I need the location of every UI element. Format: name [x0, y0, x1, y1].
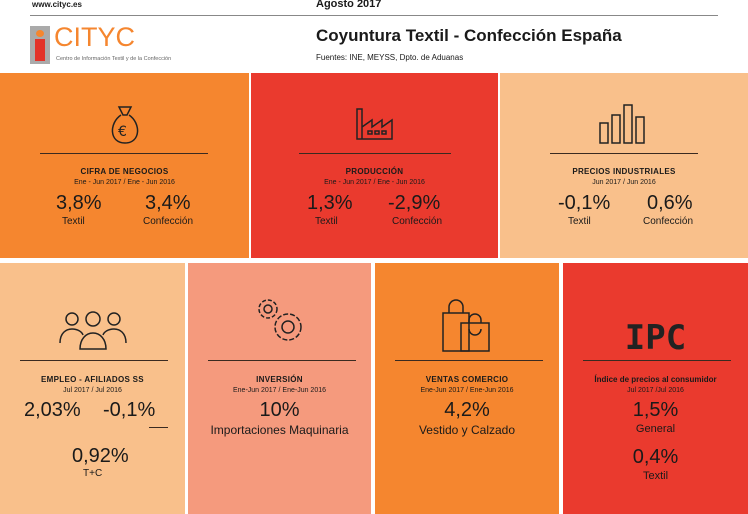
header-divider — [30, 15, 718, 16]
label-confeccion: Confección — [392, 216, 443, 227]
panel-period: Ene-Jun 2017 / Ene-Jun 2016 — [232, 387, 326, 394]
panel-period: Ene - Jun 2017 / Ene - Jun 2016 — [74, 179, 175, 186]
label-total: T+C — [83, 468, 103, 479]
value-importaciones: 10% — [259, 399, 300, 421]
value-confeccion: 3,4% — [145, 192, 191, 214]
panel-title: PRECIOS INDUSTRIALES — [572, 167, 676, 176]
website-url: www.cityc.es — [32, 0, 82, 9]
panel-title: EMPLEO - AFILIADOS SS — [41, 375, 144, 384]
value-general: 1,5% — [632, 399, 679, 421]
label-importaciones: Importaciones Maquinaria — [210, 423, 349, 437]
label-general: General — [635, 423, 676, 435]
value-textil: -0,1% — [558, 192, 611, 214]
logo-text: CITYC — [54, 22, 135, 52]
panel-period: Jul 2017 / Jul 2016 — [63, 387, 122, 394]
panel-period: Ene-Jun 2017 / Ene-Jun 2016 — [420, 387, 514, 394]
gears-icon — [258, 299, 302, 341]
value-textil: 3,8% — [56, 192, 102, 214]
value-textil: 2,03% — [24, 399, 81, 421]
value-textil: 1,3% — [307, 192, 353, 214]
shopping-bags-icon — [442, 299, 490, 352]
value-textil: 0,4% — [632, 446, 679, 468]
report-month: Agosto 2017 — [316, 0, 382, 10]
label-textil: Textil — [642, 470, 669, 482]
label-confeccion: Confección — [143, 216, 194, 227]
money-bag-icon: € — [111, 106, 139, 144]
value-total: 0,92% — [72, 445, 129, 467]
label-textil: Textil — [62, 216, 85, 227]
ipc-badge: IPC — [624, 318, 687, 358]
logo-subtitle: Centro de Información Textil y de la Con… — [56, 56, 172, 62]
factory-icon — [356, 108, 393, 140]
panel-title: CIFRA DE NEGOCIOS — [80, 167, 169, 176]
panel-precios-industriales: PRECIOS INDUSTRIALES Jun 2017 / Jun 2016… — [500, 73, 748, 258]
label-textil: Textil — [315, 216, 338, 227]
bar-chart-icon — [599, 104, 645, 144]
label-vestido: Vestido y Calzado — [418, 423, 516, 437]
label-confeccion: Confección — [643, 216, 694, 227]
panel-ventas-comercio: VENTAS COMERCIO Ene-Jun 2017 / Ene-Jun 2… — [375, 263, 559, 514]
panel-title: INVERSIÓN — [256, 375, 303, 384]
panel-empleo: EMPLEO - AFILIADOS SS Jul 2017 / Jul 201… — [0, 263, 185, 514]
sources: Fuentes: INE, MEYSS, Dpto. de Aduanas — [316, 53, 464, 62]
panel-inversion: INVERSIÓN Ene-Jun 2017 / Ene-Jun 2016 10… — [188, 263, 371, 514]
people-icon — [59, 311, 127, 350]
value-confeccion: -0,1% — [103, 399, 156, 421]
value-vestido: 4,2% — [444, 399, 490, 421]
panel-ipc: IPC Índice de precios al consumidor Jul … — [563, 263, 748, 514]
panel-period: Jun 2017 / Jun 2016 — [592, 179, 656, 186]
cityc-logo: CITYC Centro de Información Textil y de … — [30, 22, 180, 66]
panel-title: Índice de precios al consumidor — [594, 375, 717, 384]
page-title: Coyuntura Textil - Confección España — [316, 26, 622, 45]
panel-cifra-negocios: € CIFRA DE NEGOCIOS Ene - Jun 2017 / Ene… — [0, 73, 249, 258]
value-confeccion: 0,6% — [647, 192, 693, 214]
panel-title: VENTAS COMERCIO — [425, 375, 509, 384]
panel-title: PRODUCCIÓN — [345, 167, 404, 176]
panel-period: Jul 2017 /Jul 2016 — [627, 387, 684, 394]
value-confeccion: -2,9% — [388, 192, 441, 214]
panel-produccion: PRODUCCIÓN Ene - Jun 2017 / Ene - Jun 20… — [251, 73, 498, 258]
label-textil: Textil — [568, 216, 591, 227]
panel-period: Ene - Jun 2017 / Ene - Jun 2016 — [324, 179, 425, 186]
svg-text:€: € — [118, 124, 127, 140]
